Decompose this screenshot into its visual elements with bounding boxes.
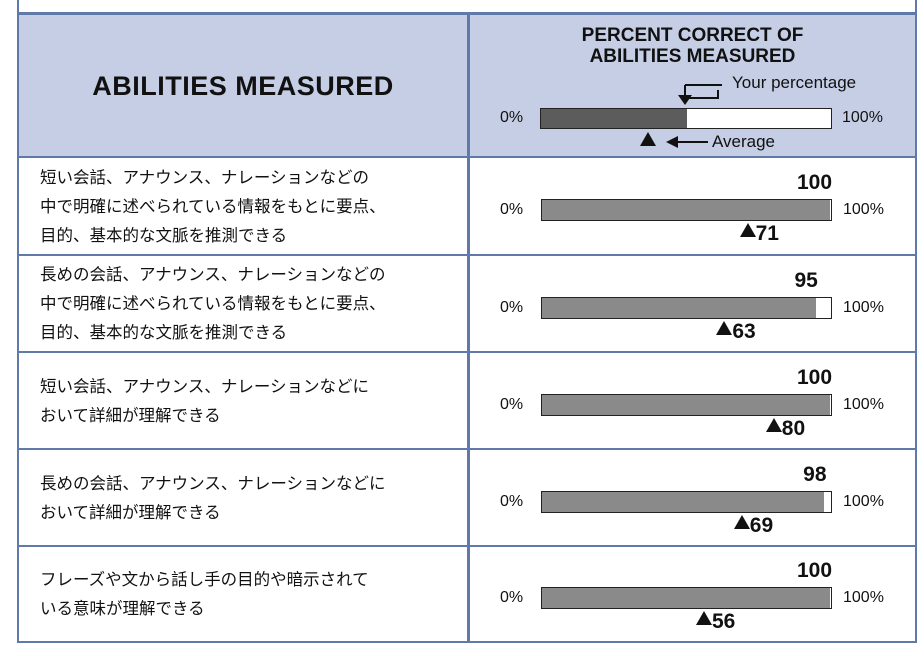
legend-max-label: 100% [842, 109, 883, 126]
ability-text: フレーズや文から話し手の目的や暗示されて いる意味が理解できる [40, 570, 369, 618]
score-bar [541, 587, 832, 609]
legend-average-marker [640, 132, 657, 146]
average-value: 63 [732, 319, 756, 343]
bar-max-label: 100% [843, 298, 884, 316]
your-percentage-value: 100 [797, 559, 833, 582]
score-bar [541, 296, 832, 319]
your-percentage-value: 95 [794, 268, 818, 292]
average-marker [733, 514, 750, 529]
average-marker [739, 223, 756, 237]
score-bar [541, 490, 832, 513]
score-bar [541, 199, 832, 221]
your-percentage-value: 100 [797, 365, 833, 389]
legend-your-fill [541, 109, 687, 128]
your-percentage-label: Your percentage [732, 73, 857, 92]
ability-text: 長めの会話、アナウンス、ナレーションなどに おいて詳細が理解できる [40, 473, 386, 522]
row-divider [19, 545, 915, 547]
row-divider [19, 351, 915, 353]
score-bar-fill [542, 297, 816, 318]
bar-max-label: 100% [843, 395, 884, 413]
average-value: 56 [711, 610, 736, 633]
top-rule [17, 12, 917, 15]
bar-min-label: 0% [500, 298, 524, 316]
legend-arrows [666, 84, 722, 148]
row-divider [19, 448, 915, 450]
percent-header: PERCENT CORRECT OF ABILITIES MEASURED Yo… [470, 15, 915, 157]
row-divider [19, 254, 915, 256]
average-marker [695, 611, 712, 625]
score-bar-fill [542, 491, 825, 512]
bar-min-label: 0% [500, 589, 524, 606]
ability-text: 短い会話、アナウンス、ナレーションなどに おいて詳細が理解できる [40, 376, 370, 425]
abilities-header: ABILITIES MEASURED [19, 15, 467, 157]
row-divider [19, 156, 915, 158]
score-bar-fill [542, 394, 830, 415]
column-divider [467, 15, 470, 642]
average-value: 69 [749, 513, 774, 537]
legend-min-label: 0% [500, 109, 524, 126]
bar-min-label: 0% [500, 395, 524, 413]
score-table-frame [17, 0, 917, 643]
abilities-header-title: ABILITIES MEASURED [92, 70, 394, 101]
bar-min-label: 0% [500, 201, 524, 218]
percent-header-title: PERCENT CORRECT OF ABILITIES MEASURED [581, 25, 804, 67]
score-bar-fill [542, 200, 830, 220]
ability-text: 短い会話、アナウンス、ナレーションなどの 中で明確に述べられている情報をもとに要… [40, 167, 386, 245]
bar-max-label: 100% [843, 492, 884, 510]
average-marker [765, 417, 782, 432]
bar-max-label: 100% [843, 589, 884, 606]
average-marker [716, 320, 733, 335]
bar-min-label: 0% [500, 492, 524, 510]
your-percentage-value: 100 [797, 171, 833, 194]
your-percentage-value: 98 [803, 462, 827, 486]
score-bar [541, 393, 832, 416]
average-label: Average [712, 132, 776, 151]
legend-bar [540, 108, 832, 129]
average-value: 80 [781, 416, 806, 440]
average-value: 71 [755, 222, 779, 245]
score-bar-fill [542, 588, 830, 608]
ability-text: 長めの会話、アナウンス、ナレーションなどの 中で明確に述べられている情報をもとに… [40, 265, 386, 342]
bar-max-label: 100% [843, 201, 884, 218]
